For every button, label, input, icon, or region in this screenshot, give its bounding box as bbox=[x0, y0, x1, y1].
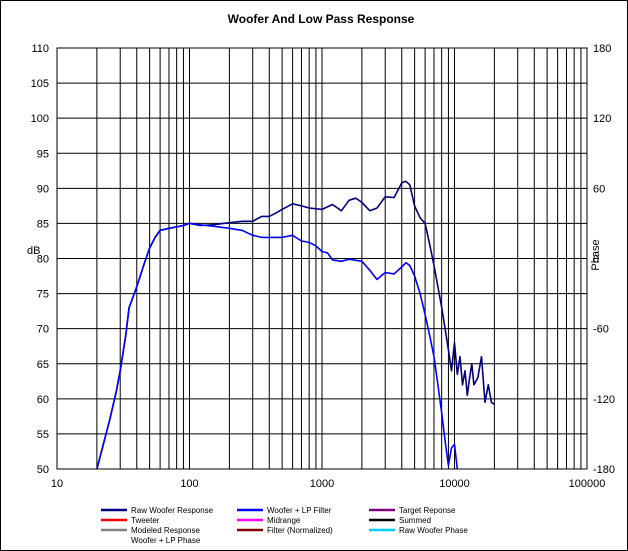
y2-tick-label: -120 bbox=[593, 394, 615, 406]
y-tick-label: 95 bbox=[37, 148, 49, 160]
chart-title: Woofer And Low Pass Response bbox=[228, 12, 415, 26]
legend-layer: Raw Woofer Response Woofer + LP Filter Tar… bbox=[101, 506, 468, 545]
y2-tick-label: 60 bbox=[593, 183, 605, 195]
y-tick-label: 90 bbox=[37, 183, 49, 195]
series-layer bbox=[96, 180, 495, 470]
x-tick-label: 10000 bbox=[439, 478, 470, 490]
y-tick-label: 65 bbox=[37, 359, 49, 371]
grid-layer bbox=[57, 48, 587, 469]
y2-tick-label: 0 bbox=[593, 254, 599, 266]
y-tick-label: 105 bbox=[31, 78, 49, 90]
legend-label-summed: Summed bbox=[399, 516, 431, 525]
legend-label-raw-woofer-phase: Raw Woofer Phase bbox=[399, 526, 468, 535]
y-tick-label: 85 bbox=[37, 218, 49, 230]
x-tick-label: 100 bbox=[180, 478, 198, 490]
y-tick-label: 110 bbox=[31, 43, 49, 55]
y-tick-label: 50 bbox=[37, 464, 49, 476]
x-tick-label: 1000 bbox=[310, 478, 334, 490]
legend-label-raw-woofer-response: Raw Woofer Response bbox=[131, 506, 214, 515]
series-line-raw-woofer-response bbox=[96, 180, 495, 470]
axis-layer: 50556065707580859095100105110-180-120-60… bbox=[31, 43, 615, 490]
legend-label-midrange: Midrange bbox=[267, 516, 301, 525]
legend-label-modeled-response: Modeled Response bbox=[131, 526, 200, 535]
legend-label-tweeter: Tweeter bbox=[131, 516, 160, 525]
x-tick-label: 10 bbox=[51, 478, 63, 490]
y-tick-label: 70 bbox=[37, 324, 49, 336]
x-tick-label: 100000 bbox=[569, 478, 606, 490]
y2-tick-label: -180 bbox=[593, 464, 615, 476]
y2-tick-label: 180 bbox=[593, 43, 611, 55]
y-tick-label: 100 bbox=[31, 113, 49, 125]
y-tick-label: 60 bbox=[37, 394, 49, 406]
y2-tick-label: 120 bbox=[593, 113, 611, 125]
legend-label-target-reponse: Target Reponse bbox=[399, 506, 456, 515]
legend-label-woofer-lp-phase: Woofer + LP Phase bbox=[131, 536, 201, 545]
y-tick-label: 55 bbox=[37, 429, 49, 441]
legend-label-woofer-lp-filter: Woofer + LP Filter bbox=[267, 506, 332, 515]
series-line-woofer-lp-filter bbox=[96, 222, 459, 470]
y-tick-label: 80 bbox=[37, 254, 49, 266]
plot-border bbox=[56, 47, 588, 470]
y-axis-label: dB bbox=[27, 245, 40, 257]
y2-tick-label: -60 bbox=[593, 324, 609, 336]
y-tick-label: 75 bbox=[37, 289, 49, 301]
legend-label-filter-normalized: Filter (Normalized) bbox=[267, 526, 333, 535]
y2-axis-label: Phase bbox=[590, 239, 602, 270]
